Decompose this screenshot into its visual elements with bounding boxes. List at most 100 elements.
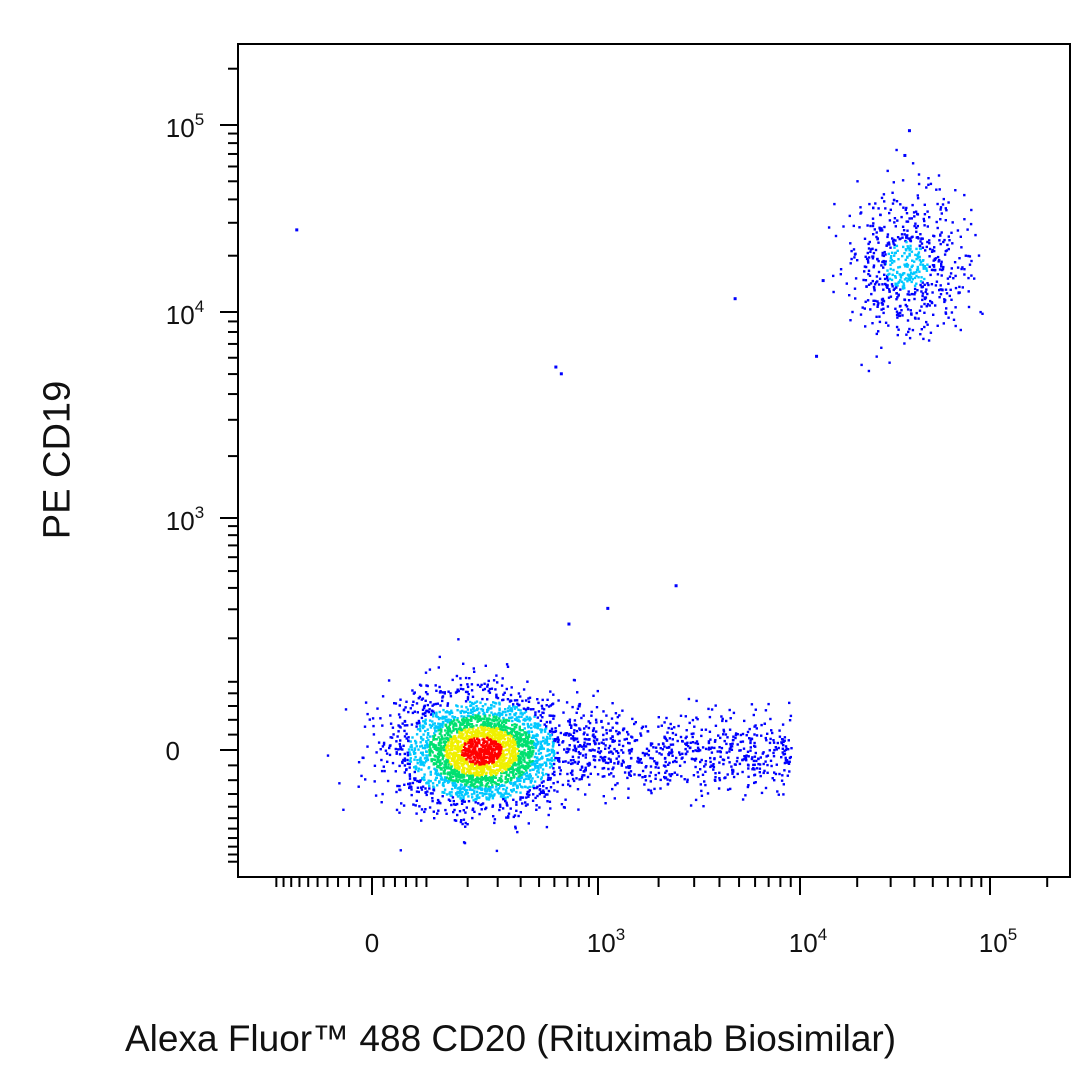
event-dot: [516, 719, 519, 722]
event-dot: [432, 723, 435, 726]
event-dot: [581, 754, 585, 757]
event-dot: [494, 788, 497, 791]
event-dot: [879, 213, 882, 217]
event-dot: [403, 720, 407, 723]
event-dot: [659, 747, 662, 750]
event-dot: [899, 288, 902, 291]
event-dot: [435, 769, 439, 772]
event-dot: [697, 775, 700, 778]
event-dot: [695, 699, 698, 703]
event-dot: [409, 753, 412, 756]
event-dot: [773, 748, 776, 752]
event-dot: [872, 251, 876, 255]
event-dot: [523, 711, 526, 715]
event-dot: [490, 750, 494, 753]
event-dot: [736, 743, 739, 746]
event-dot: [782, 753, 785, 756]
event-dot: [869, 224, 872, 228]
event-dot: [602, 742, 605, 745]
event-dot: [502, 749, 505, 752]
event-dot: [908, 273, 912, 277]
event-dot: [433, 754, 436, 757]
event-dot: [534, 742, 538, 746]
event-dot: [491, 754, 494, 758]
event-dot: [395, 751, 398, 754]
event-dot: [875, 275, 879, 278]
event-dot: [926, 225, 929, 228]
event-dot: [579, 752, 582, 755]
event-dot: [407, 710, 410, 714]
event-dot: [390, 736, 394, 739]
event-dot: [532, 725, 536, 728]
event-dot: [479, 719, 482, 722]
event-dot: [535, 756, 539, 759]
event-dot: [495, 757, 499, 760]
event-dot: [504, 745, 507, 748]
event-dot: [429, 770, 432, 774]
event-dot: [660, 724, 663, 727]
event-dot: [497, 759, 501, 763]
event-dot: [451, 748, 454, 752]
event-dot: [461, 751, 464, 755]
event-dot: [541, 763, 544, 766]
event-dot: [650, 791, 653, 795]
event-dot: [410, 723, 414, 726]
event-dot: [476, 757, 480, 760]
event-dot: [512, 728, 516, 732]
event-dot: [424, 720, 427, 723]
event-dot: [403, 724, 407, 727]
event-dot: [468, 748, 471, 752]
event-dot: [542, 736, 545, 739]
event-dot: [524, 801, 527, 804]
event-dot: [405, 732, 408, 736]
event-dot: [848, 214, 851, 218]
event-dot: [505, 741, 508, 744]
event-dot: [902, 245, 905, 249]
event-dot: [584, 738, 588, 741]
event-dot: [420, 819, 423, 822]
event-dot: [429, 735, 432, 738]
event-dot: [542, 708, 546, 711]
event-dot: [536, 766, 540, 769]
event-dot: [700, 728, 703, 731]
event-dot: [539, 790, 543, 794]
event-dot: [622, 761, 625, 764]
event-dot: [469, 746, 472, 749]
event-dot: [630, 735, 633, 738]
event-dot: [604, 755, 607, 759]
event-dot: [741, 732, 745, 736]
event-dot: [528, 716, 531, 719]
event-dot: [605, 728, 608, 732]
event-dot: [468, 757, 471, 760]
event-dot: [493, 722, 496, 725]
event-dot: [593, 741, 596, 744]
event-dot: [413, 752, 416, 755]
event-dot: [412, 803, 415, 806]
event-dot: [453, 784, 456, 787]
event-dot: [540, 776, 543, 779]
event-dot: [724, 733, 728, 736]
event-dot: [664, 765, 667, 768]
event-dot: [511, 723, 514, 727]
event-dot: [574, 738, 577, 741]
event-dot: [493, 705, 496, 708]
event-dot: [775, 748, 778, 751]
event-dot: [558, 760, 561, 763]
event-dot: [483, 714, 486, 718]
event-dot: [504, 799, 507, 803]
event-dot: [535, 722, 539, 726]
event-dot: [902, 282, 905, 285]
event-dot: [448, 767, 451, 770]
event-dot: [531, 734, 535, 737]
event-dot: [608, 773, 611, 776]
event-dot: [873, 287, 876, 290]
event-dot: [518, 720, 521, 723]
event-dot: [946, 277, 950, 280]
event-dot: [704, 747, 708, 751]
event-dot: [909, 247, 912, 250]
event-dot: [488, 691, 492, 694]
event-dot: [394, 702, 398, 705]
event-dot: [876, 257, 879, 261]
event-dot: [427, 767, 430, 770]
event-dot: [520, 744, 523, 747]
